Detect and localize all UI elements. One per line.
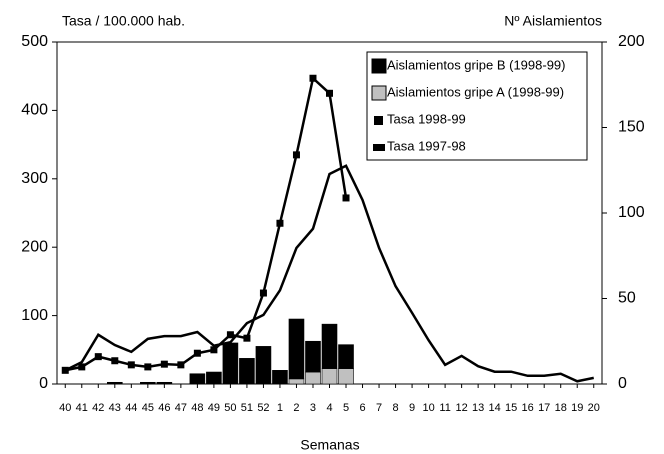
x-tick-label: 12 [455, 402, 467, 414]
x-tick-label: 3 [310, 402, 316, 414]
x-tick-label: 8 [392, 402, 398, 414]
marker [243, 334, 251, 342]
x-tick-label: 13 [472, 402, 484, 414]
y-tick-label: 100 [21, 307, 48, 324]
bar [305, 371, 321, 385]
marker [144, 363, 152, 371]
marker [111, 357, 119, 365]
x-tick-label: 43 [109, 402, 121, 414]
legend-label: Aislamientos gripe B (1998-99) [387, 57, 565, 72]
y-tick-label: 0 [39, 375, 48, 392]
x-tick-label: 17 [538, 402, 550, 414]
x-tick-label: 14 [489, 402, 501, 414]
marker [226, 331, 234, 339]
y2-tick-label: 100 [618, 204, 645, 221]
y-tick-label: 200 [21, 238, 48, 255]
x-tick-label: 10 [422, 402, 434, 414]
marker [309, 74, 317, 82]
marker [342, 194, 350, 202]
x-tick-label: 7 [376, 402, 382, 414]
marker [177, 361, 185, 369]
x-tick-label: 15 [505, 402, 517, 414]
bar [140, 381, 156, 385]
bar [338, 344, 354, 369]
x-tick-label: 44 [125, 402, 137, 414]
x-tick-label: 42 [92, 402, 104, 414]
legend-box [366, 51, 588, 161]
marker [210, 346, 218, 354]
y2-tick-label: 0 [618, 375, 627, 392]
y2-tick-label: 150 [618, 119, 645, 136]
x-tick-label: 41 [76, 402, 88, 414]
bar [321, 323, 338, 369]
x-axis-label: Semanas [300, 437, 359, 453]
marker [292, 151, 300, 159]
bar [156, 381, 173, 385]
x-tick-label: 52 [257, 402, 269, 414]
bar [239, 358, 255, 385]
bar [288, 378, 305, 385]
bar [107, 381, 123, 385]
x-tick-label: 20 [588, 402, 600, 414]
legend-swatch [373, 144, 385, 151]
x-tick-label: 11 [439, 402, 450, 414]
x-tick-label: 51 [241, 402, 253, 414]
y-tick-label: 300 [21, 170, 48, 187]
y2-tick-label: 50 [618, 290, 636, 307]
legend-label: Tasa 1997-98 [387, 138, 466, 153]
x-tick-label: 1 [277, 402, 283, 414]
marker [193, 349, 201, 357]
x-tick-label: 48 [191, 402, 203, 414]
legend-swatch [374, 116, 383, 125]
marker [326, 89, 333, 97]
x-tick-label: 9 [409, 402, 415, 414]
bar [338, 368, 354, 385]
bar [321, 368, 338, 385]
x-tick-label: 6 [359, 402, 365, 414]
marker [259, 289, 267, 297]
bar [206, 371, 222, 385]
line [64, 164, 594, 383]
x-tick-label: 4 [326, 402, 332, 414]
x-tick-label: 45 [142, 402, 154, 414]
bar [288, 318, 305, 380]
x-tick-label: 16 [522, 402, 534, 414]
x-tick-label: 46 [158, 402, 170, 414]
bar [255, 346, 272, 385]
marker [160, 360, 168, 368]
y-tick-label: 400 [21, 102, 48, 119]
legend-swatch [371, 58, 387, 74]
x-tick-label: 19 [571, 402, 583, 414]
marker [78, 363, 86, 371]
x-tick-label: 47 [175, 402, 187, 414]
y-axis-label: Tasa / 100.000 hab. [62, 13, 185, 29]
x-tick-label: 50 [224, 402, 236, 414]
y2-axis-label: Nº Aislamientos [504, 13, 602, 29]
legend-label: Aislamientos gripe A (1998-99) [387, 84, 564, 99]
x-tick-label: 5 [343, 402, 349, 414]
marker [94, 353, 102, 361]
marker [276, 219, 284, 227]
legend-label: Tasa 1998-99 [387, 111, 466, 126]
legend-swatch [371, 85, 387, 101]
bar [222, 342, 239, 385]
x-tick-label: 18 [555, 402, 567, 414]
marker [127, 361, 135, 369]
x-tick-label: 40 [59, 402, 71, 414]
bar [305, 340, 321, 373]
x-tick-label: 49 [208, 402, 220, 414]
bar [189, 373, 206, 385]
y-tick-label: 500 [21, 33, 48, 50]
y2-tick-label: 200 [618, 33, 645, 50]
x-tick-label: 2 [293, 402, 299, 414]
bar [272, 370, 288, 385]
